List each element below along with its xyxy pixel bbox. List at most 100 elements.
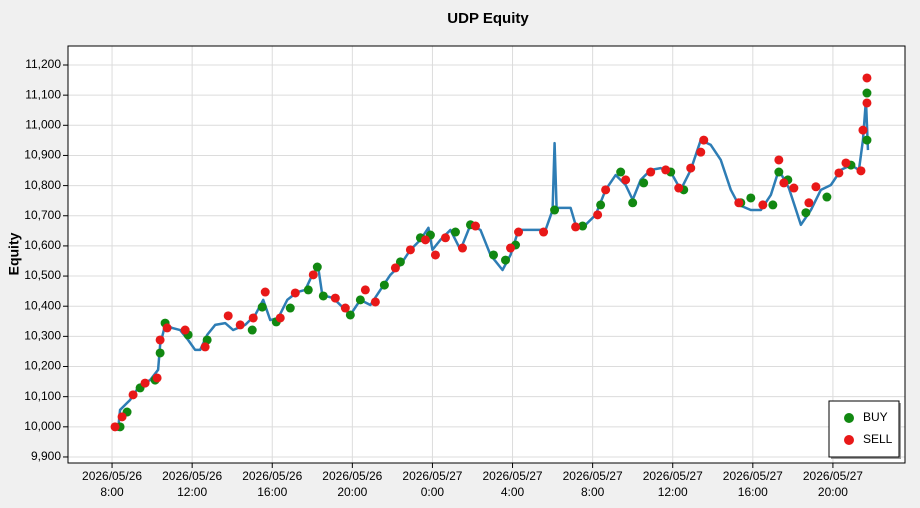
trade-point	[200, 342, 210, 352]
trade-point	[506, 243, 516, 253]
y-tick-label: 11,200	[25, 57, 61, 71]
trade-point	[862, 135, 872, 145]
trade-point	[661, 165, 671, 175]
trade-point	[345, 310, 355, 320]
trade-point	[235, 320, 245, 330]
x-tick-label: 2026/05/27 0:00	[402, 469, 463, 499]
y-tick-label: 11,000	[25, 117, 61, 131]
x-tick-label: 2026/05/26 20:00	[322, 469, 383, 499]
trade-point	[596, 200, 606, 210]
x-tick-label: 2026/05/27 4:00	[482, 469, 543, 499]
y-tick-label: 10,700	[24, 208, 61, 222]
trade-point	[862, 98, 872, 108]
y-axis-label: Equity	[6, 232, 22, 275]
trade-point	[779, 178, 789, 188]
x-tick-label: 2026/05/26 8:00	[82, 469, 143, 499]
trade-point	[550, 205, 560, 215]
trade-point	[330, 293, 340, 303]
trade-point	[202, 335, 212, 345]
trade-point	[578, 221, 588, 231]
trade-point	[457, 243, 467, 253]
y-tick-label: 11,100	[25, 87, 61, 101]
trade-point	[162, 323, 172, 333]
trade-point	[774, 167, 784, 177]
x-tick-label: 2026/05/27 20:00	[802, 469, 863, 499]
grid	[68, 46, 905, 463]
trade-point	[312, 262, 322, 272]
trade-point	[811, 182, 821, 192]
trade-point	[223, 311, 233, 321]
plot-area	[68, 46, 905, 463]
x-tick-label: 2026/05/27 12:00	[642, 469, 703, 499]
trade-point	[628, 198, 638, 208]
y-tick-label: 10,100	[24, 389, 61, 403]
trade-point	[247, 325, 257, 335]
trade-point	[275, 313, 285, 323]
trade-point	[390, 263, 400, 273]
trade-point	[155, 348, 165, 358]
trade-point	[355, 295, 365, 305]
y-tick-label: 10,900	[24, 148, 61, 162]
trade-point	[514, 227, 524, 237]
y-tick-label: 10,800	[24, 178, 61, 192]
trade-point	[501, 255, 511, 265]
trade-point	[686, 163, 696, 173]
trade-point	[152, 373, 162, 383]
trade-point	[318, 291, 328, 301]
trade-point	[601, 185, 611, 195]
axes: 9,900 10,000 10,100 10,200 10,300 10,400 10,50…	[24, 57, 834, 468]
trade-point	[440, 233, 450, 243]
trade-point	[303, 285, 313, 295]
trade-point	[646, 167, 656, 177]
y-tick-label: 10,500	[24, 268, 61, 282]
trade-point	[746, 193, 756, 203]
trade-point	[539, 227, 549, 237]
x-tick-label: 2026/05/27 8:00	[562, 469, 623, 499]
trade-point	[379, 280, 389, 290]
y-tick-label: 10,300	[24, 329, 61, 343]
trade-point	[696, 147, 706, 157]
trade-point	[128, 390, 138, 400]
trade-point	[308, 270, 318, 280]
trade-point	[340, 303, 350, 313]
legend-box	[828, 400, 900, 458]
trade-point	[450, 227, 460, 237]
trade-point	[758, 200, 768, 210]
trade-point	[290, 288, 300, 298]
trade-point	[571, 222, 581, 232]
trade-point	[260, 287, 270, 297]
legend: BUY SELL	[828, 400, 901, 459]
trade-point	[774, 155, 784, 165]
legend-label: BUY	[863, 410, 888, 424]
trade-point	[699, 135, 709, 145]
trade-point	[180, 325, 190, 335]
trade-point	[140, 378, 150, 388]
x-tick-label: 2026/05/27 16:00	[722, 469, 783, 499]
trade-point	[674, 183, 684, 193]
y-tick-label: 9,900	[31, 449, 61, 463]
legend-marker	[844, 413, 854, 423]
trade-point	[862, 73, 872, 83]
trade-point	[639, 178, 649, 188]
x-tick-label: 2026/05/26 16:00	[242, 469, 303, 499]
trade-point	[862, 88, 872, 98]
trade-point	[360, 285, 370, 295]
trade-point	[370, 297, 380, 307]
trade-point	[405, 245, 415, 255]
trade-point	[801, 208, 811, 218]
trade-point	[420, 235, 430, 245]
trade-point	[470, 221, 480, 231]
trade-point	[110, 422, 120, 432]
chart-title: UDP Equity	[447, 10, 529, 27]
legend-marker	[844, 435, 854, 445]
trade-point	[804, 198, 814, 208]
trade-point	[616, 167, 626, 177]
trade-point	[248, 313, 258, 323]
trade-point	[117, 412, 127, 422]
trade-point	[155, 335, 165, 345]
y-tick-label: 10,600	[24, 238, 61, 252]
trade-point	[822, 192, 832, 202]
trade-point	[593, 210, 603, 220]
trade-point	[834, 168, 844, 178]
